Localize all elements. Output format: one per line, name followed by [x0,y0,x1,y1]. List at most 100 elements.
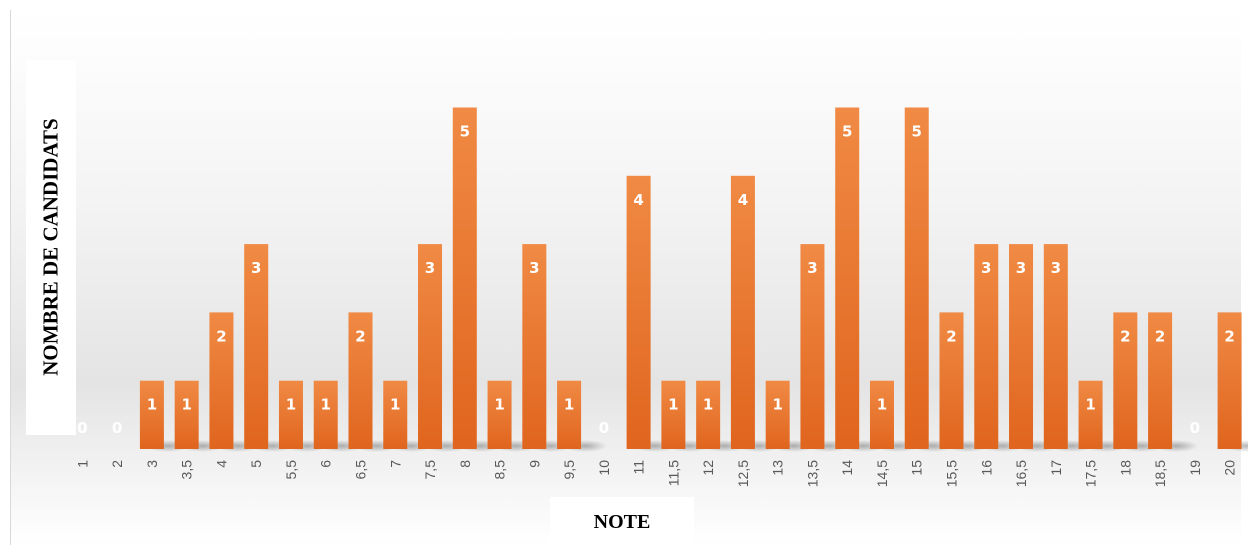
data-label-14,5: 1 [877,396,887,414]
x-tick-label-14: 14 [839,460,855,476]
bar-6,5[interactable] [348,312,373,449]
data-label-16: 3 [981,259,991,277]
x-tick-label-7: 7 [387,460,403,468]
bar-13,5[interactable] [800,244,825,449]
data-label-15: 5 [912,123,922,141]
x-tick-label-9,5: 9,5 [561,460,577,480]
bar-16[interactable] [974,244,999,449]
bar-12,5[interactable] [730,175,755,450]
bar-6[interactable] [313,380,338,449]
x-tick-label-19: 19 [1187,460,1203,476]
data-label-14: 5 [842,123,852,141]
data-label-19: 0 [1190,419,1200,437]
x-tick-label-11: 11 [631,460,647,475]
x-tick-label-16: 16 [978,460,994,476]
x-tick-label-8: 8 [457,460,473,468]
y-axis-title-box [26,60,76,435]
bar-5,5[interactable] [278,380,303,449]
x-tick-label-3: 3 [144,460,160,468]
data-label-7: 1 [390,396,400,414]
x-tick-label-12: 12 [700,460,716,476]
data-label-9,5: 1 [564,396,574,414]
x-tick-label-4: 4 [213,460,229,468]
data-label-12: 1 [703,396,713,414]
bar-11,5[interactable] [661,380,686,449]
bar-20[interactable] [1217,312,1242,449]
bar-18[interactable] [1113,312,1138,449]
data-label-16,5: 3 [1016,259,1026,277]
bar-16,5[interactable] [1009,244,1034,449]
bar-4[interactable] [209,312,234,449]
data-labels-group: 0 0 1 1 2 3 1 1 2 1 3 5 1 3 1 0 4 1 1 4 1 3 5 1 5 2 3 3 3 1 2 2 0 2 [77,123,1235,438]
x-tick-label-11,5: 11,5 [665,460,681,486]
data-label-12,5: 4 [738,191,748,209]
data-label-8,5: 1 [494,396,504,414]
bar-8,5[interactable] [487,380,512,449]
data-label-17,5: 1 [1085,396,1095,414]
bar-3[interactable] [139,380,164,449]
bars-group [139,107,1242,450]
bar-17,5[interactable] [1078,380,1103,449]
x-tick-label-12,5: 12,5 [735,460,751,487]
bar-7[interactable] [383,380,408,449]
bar-5[interactable] [244,244,269,449]
bar-17[interactable] [1043,244,1068,449]
x-tick-label-7,5: 7,5 [422,460,438,480]
data-label-3,5: 1 [181,396,191,414]
bar-15,5[interactable] [939,312,964,449]
data-label-6,5: 2 [355,327,365,345]
data-label-11: 4 [633,191,643,209]
data-label-5,5: 1 [286,396,296,414]
bar-3,5[interactable] [174,380,199,449]
y-axis-title: NOMBRE DE CANDIDATS [38,118,63,376]
data-label-9: 3 [529,259,539,277]
data-label-17: 3 [1051,259,1061,277]
bar-12[interactable] [696,380,721,449]
x-tick-label-9: 9 [526,460,542,468]
x-tick-label-15,5: 15,5 [944,460,960,487]
x-tick-label-8,5: 8,5 [492,460,508,480]
x-tick-label-15: 15 [909,460,925,476]
x-tick-label-18,5: 18,5 [1152,460,1168,487]
x-axis-title: NOTE [593,511,651,533]
bar-9[interactable] [522,244,547,449]
x-tick-labels-group: 1 2 3 3,5 4 5 5,5 6 6,5 7 7,5 8 8,5 9 9,5 10 11 11,5 12 12,… [74,460,1237,487]
x-tick-label-3,5: 3,5 [179,460,195,480]
data-label-13,5: 3 [807,259,817,277]
bar-9,5[interactable] [557,380,582,449]
data-label-2: 0 [112,419,122,437]
bar-7,5[interactable] [418,244,443,449]
data-label-18,5: 2 [1155,327,1165,345]
data-label-18: 2 [1120,327,1130,345]
bar-15[interactable] [904,107,929,450]
x-tick-label-17: 17 [1048,460,1064,476]
x-tick-label-18: 18 [1117,460,1133,476]
data-label-4: 2 [216,327,226,345]
x-tick-label-2: 2 [109,460,125,468]
data-label-15,5: 2 [946,327,956,345]
data-label-1: 0 [77,419,87,437]
x-tick-label-13,5: 13,5 [804,460,820,487]
bar-8[interactable] [452,107,477,450]
data-label-5: 3 [251,259,261,277]
x-tick-label-10: 10 [596,460,612,476]
data-label-13: 1 [772,396,782,414]
data-label-8: 5 [460,123,470,141]
data-label-20: 2 [1224,327,1234,345]
bar-18,5[interactable] [1148,312,1173,449]
plot-area [10,10,1241,545]
bar-14[interactable] [835,107,860,450]
data-label-11,5: 1 [668,396,678,414]
bar-13[interactable] [765,380,790,449]
bar-14,5[interactable] [869,380,894,449]
data-label-3: 1 [147,396,157,414]
data-label-6: 1 [321,396,331,414]
bar-11[interactable] [626,175,651,450]
x-tick-label-17,5: 17,5 [1083,460,1099,487]
x-tick-label-6,5: 6,5 [353,460,369,480]
x-tick-label-16,5: 16,5 [1013,460,1029,487]
x-tick-label-20: 20 [1222,460,1238,476]
x-tick-label-5: 5 [248,460,264,468]
